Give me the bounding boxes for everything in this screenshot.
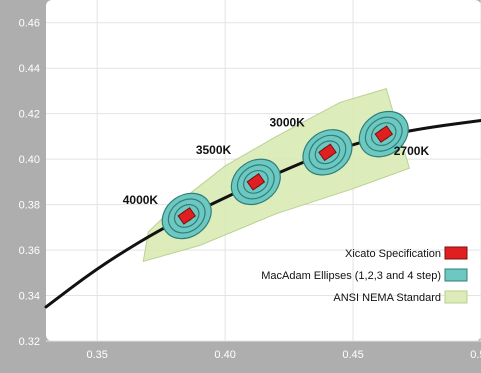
xicato-spec-mark bbox=[177, 207, 197, 225]
xicato-spec-mark bbox=[246, 173, 266, 191]
legend-swatch bbox=[444, 290, 468, 304]
legend-swatch bbox=[444, 268, 468, 282]
cct-label: 2700K bbox=[394, 144, 430, 158]
x-tick-label: 0.50 bbox=[470, 349, 481, 361]
macadam-ellipse-group bbox=[358, 110, 409, 158]
y-tick-label: 0.46 bbox=[19, 18, 40, 30]
legend-swatch bbox=[444, 246, 468, 260]
y-tick-label: 0.36 bbox=[19, 245, 40, 257]
xicato-spec-mark bbox=[318, 143, 337, 162]
legend-label: MacAdam Ellipses (1,2,3 and 4 step) bbox=[261, 270, 441, 282]
x-tick-label: 0.45 bbox=[342, 349, 363, 361]
legend-label: ANSI NEMA Standard bbox=[333, 292, 441, 304]
legend-label: Xicato Specification bbox=[345, 248, 441, 260]
cct-label: 4000K bbox=[123, 193, 159, 207]
macadam-ellipse-group bbox=[302, 129, 353, 176]
cct-label: 3000K bbox=[269, 115, 305, 129]
x-tick-label: 0.40 bbox=[214, 349, 235, 361]
macadam-ellipse-group bbox=[230, 158, 281, 206]
y-tick-label: 0.38 bbox=[19, 200, 40, 212]
cct-label: 3500K bbox=[196, 143, 232, 157]
y-tick-label: 0.44 bbox=[19, 63, 40, 75]
x-tick-label: 0.35 bbox=[86, 349, 107, 361]
y-tick-label: 0.42 bbox=[19, 109, 40, 121]
xicato-spec-mark bbox=[374, 125, 394, 143]
macadam-ellipse-group bbox=[161, 192, 212, 240]
y-tick-label: 0.34 bbox=[19, 291, 40, 303]
y-tick-label: 0.40 bbox=[19, 154, 40, 166]
y-tick-label: 0.32 bbox=[19, 336, 40, 348]
